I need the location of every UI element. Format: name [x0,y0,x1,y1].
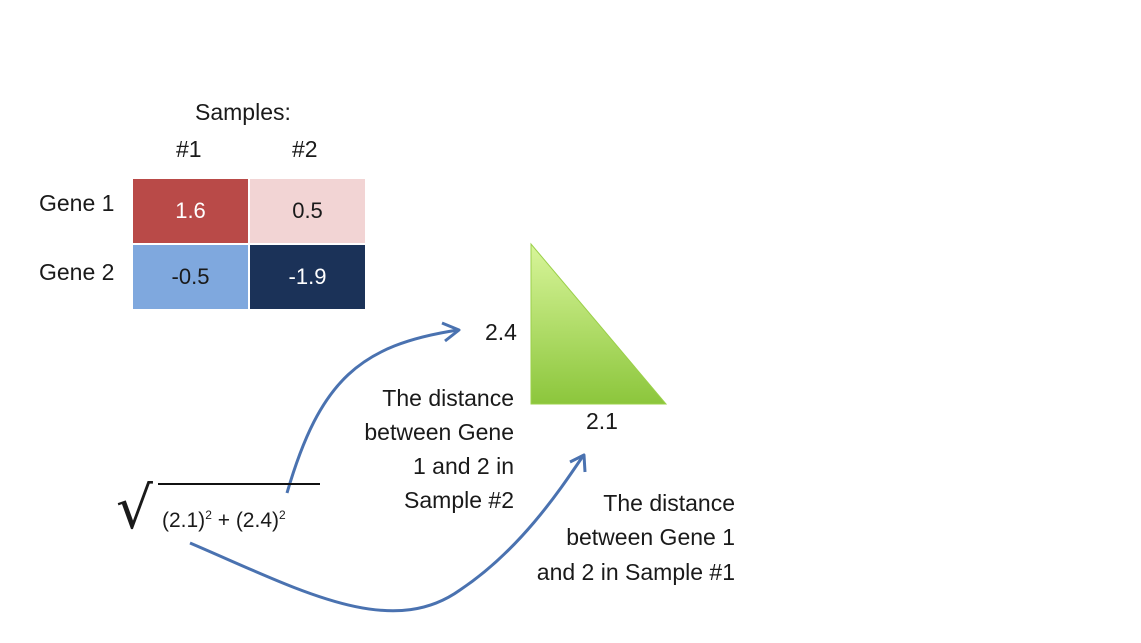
formula-term1: (2.1) [162,509,206,532]
column-header-sample-1: #1 [176,136,202,162]
formula-term2: (2.4) [235,509,279,532]
row-label-gene-1: Gene 1 [39,190,115,216]
annotation-sample1-line3: and 2 in Sample #1 [536,559,735,585]
arrow-to-vertical-side [285,328,459,494]
formula-plus: + [211,509,236,532]
annotation-sample2-line1: The distance [382,385,514,411]
annotation-sample1-line1: The distance [603,490,735,516]
annotation-sample2-line3: 1 and 2 in [412,453,514,479]
annotation-sample2-line4: Sample #2 [404,487,514,513]
distance-formula: (2.1)2 + (2.4)2 [162,500,286,536]
cell-gene2-sample1: -0.5 [133,245,248,309]
arrow-head-horizontal [569,453,587,473]
samples-header: Samples: [195,99,291,125]
cell-gene1-sample2: 0.5 [250,179,365,243]
annotation-sample1-line2: between Gene 1 [566,524,735,550]
cell-gene2-sample2: -1.9 [250,245,365,309]
triangle-vertical-label: 2.4 [485,319,517,345]
square-root-symbol: √ [116,474,153,542]
annotation-sample2-line2: between Gene [364,419,514,445]
formula-exp1: 2 [205,508,212,522]
right-triangle [530,242,668,405]
square-root-bar [158,483,320,485]
row-label-gene-2: Gene 2 [39,259,115,285]
column-header-sample-2: #2 [292,136,318,162]
formula-exp2: 2 [279,508,286,522]
triangle-horizontal-label: 2.1 [586,408,618,434]
arrow-to-horizontal-side [189,455,585,613]
cell-gene1-sample1: 1.6 [133,179,248,243]
arrow-head-vertical [441,321,461,343]
